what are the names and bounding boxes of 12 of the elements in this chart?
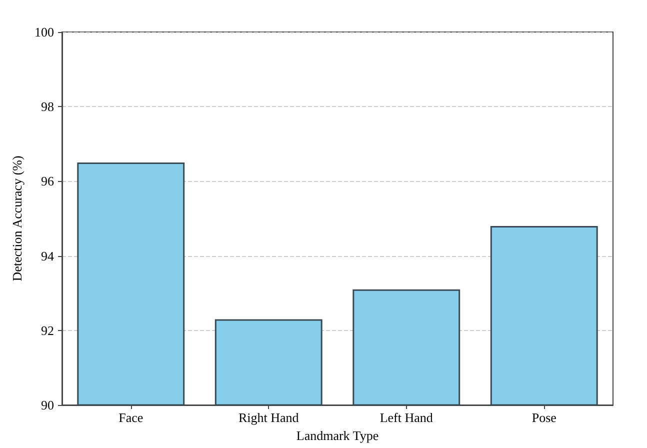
y-tick-label: 90	[41, 398, 54, 412]
x-tick-label: Pose	[532, 410, 557, 425]
x-tick-label: Face	[118, 410, 144, 425]
y-tick-label: 100	[34, 24, 54, 40]
y-tick-label: 98	[41, 99, 54, 114]
y-axis-title: Detection Accuracy (%)	[10, 156, 25, 282]
x-axis-title: Landmark Type	[296, 428, 379, 443]
x-tick-label: Right Hand	[238, 410, 300, 425]
y-tick-label: 96	[41, 174, 54, 189]
y-tick-label: 92	[41, 322, 54, 338]
y-tick-label: 94	[41, 248, 54, 264]
x-tick-label: Left Hand	[380, 410, 434, 425]
